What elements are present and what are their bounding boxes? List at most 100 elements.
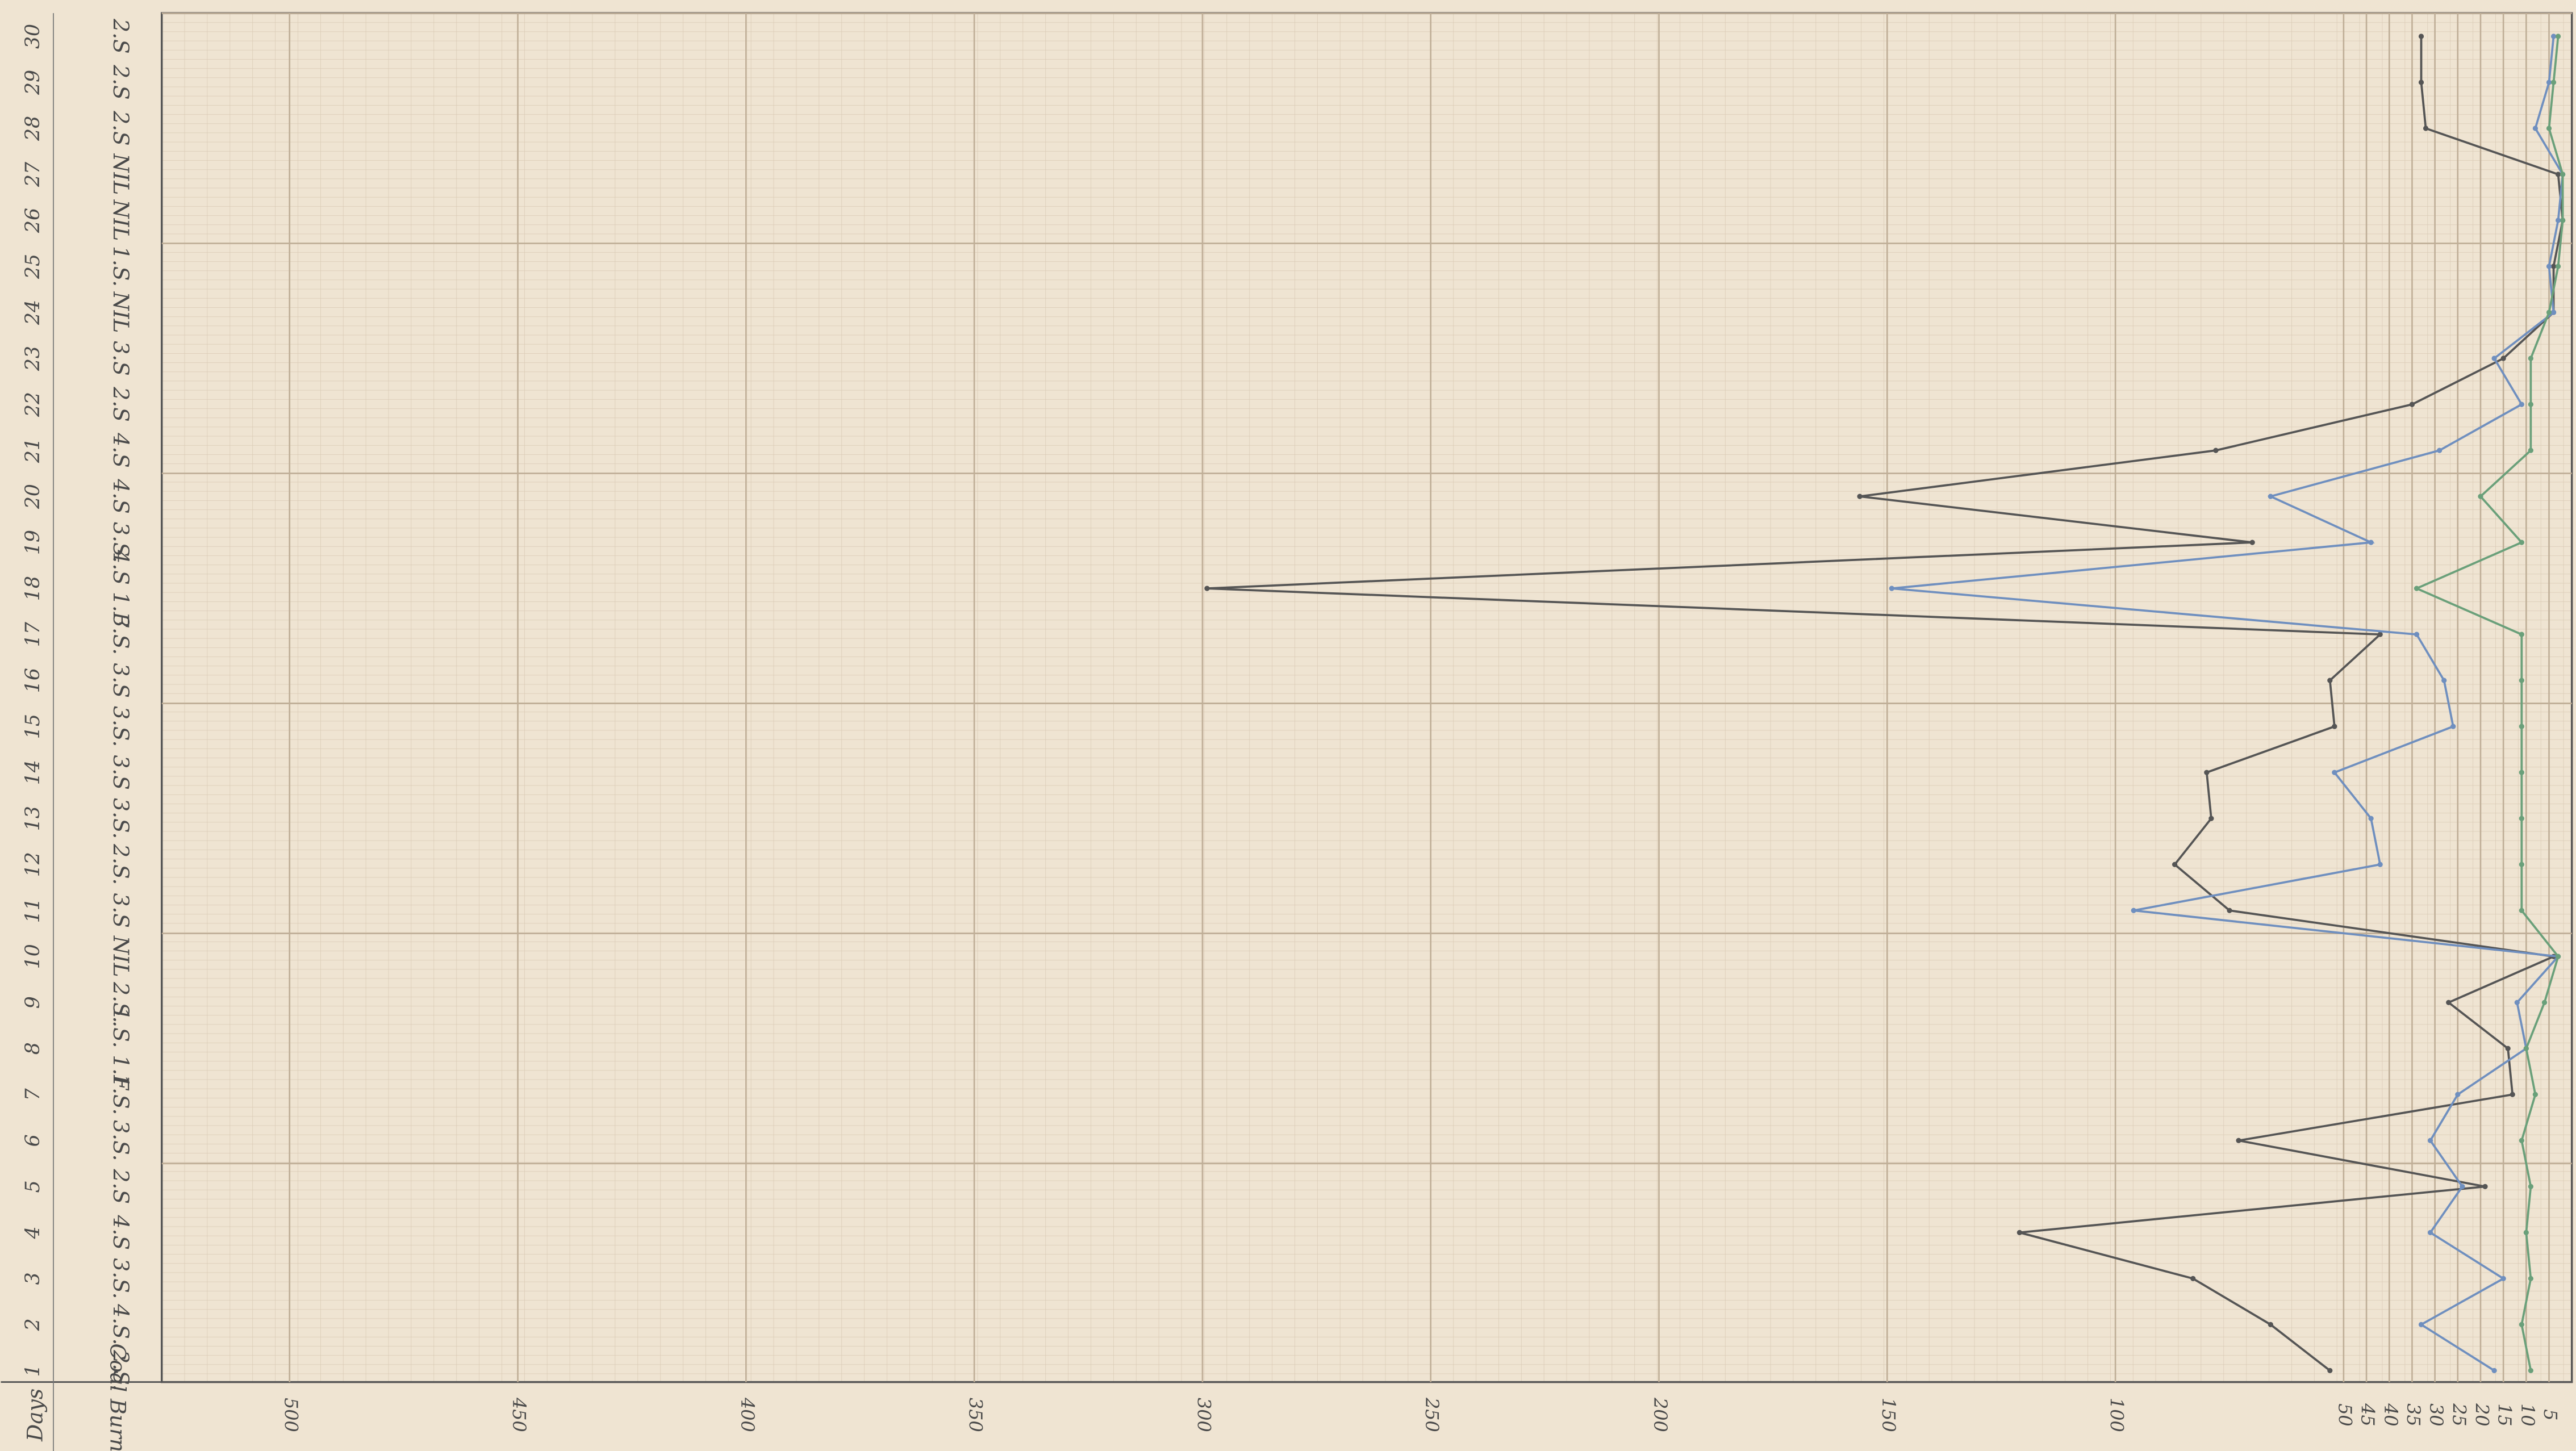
- x-tick-label: 500: [280, 1398, 301, 1432]
- point: [2491, 1368, 2496, 1373]
- x-tick-label: 35: [2403, 1403, 2424, 1426]
- coal-label: 3.S.: [108, 1258, 133, 1299]
- coal-label: 2.S: [108, 18, 133, 54]
- graph-paper: [162, 13, 2572, 1382]
- coal-label: NIL: [108, 291, 133, 333]
- y-tick-label: 18: [22, 576, 44, 601]
- y-tick-label: 3: [22, 1272, 44, 1285]
- point: [2528, 1368, 2533, 1373]
- y-tick-label: 21: [22, 438, 44, 463]
- coal-label: 3.S.: [108, 798, 133, 839]
- point: [2556, 34, 2561, 39]
- point: [2482, 1184, 2487, 1189]
- y-tick-label: 9: [22, 996, 44, 1009]
- point: [2450, 724, 2456, 729]
- y-tick-label: 11: [22, 898, 44, 923]
- point: [2556, 954, 2561, 959]
- y-tick-label: 4: [22, 1226, 44, 1239]
- point: [2227, 908, 2232, 913]
- point: [2519, 678, 2524, 683]
- point: [2519, 1138, 2524, 1143]
- coal-label: 4.S: [108, 432, 133, 468]
- point: [2327, 1368, 2332, 1373]
- point: [2441, 678, 2446, 683]
- coal-label: 3.S: [108, 893, 133, 928]
- coal-label: 4.S: [108, 478, 133, 514]
- point: [2017, 1230, 2022, 1235]
- x-tick-label: 400: [737, 1397, 758, 1432]
- x-tick-label: 30: [2425, 1403, 2446, 1426]
- point: [2533, 1092, 2538, 1097]
- x-tick-label: 25: [2448, 1403, 2469, 1426]
- point: [2556, 172, 2561, 177]
- point: [2510, 1092, 2515, 1097]
- point: [2515, 1000, 2520, 1005]
- point: [2546, 80, 2552, 85]
- y-tick-label: 14: [22, 760, 44, 785]
- y-tick-label: 7: [22, 1088, 44, 1101]
- x-tick-label: 50: [2334, 1403, 2355, 1426]
- coal-label: 2.S: [108, 1169, 133, 1205]
- point: [2528, 402, 2533, 407]
- point: [2524, 1046, 2529, 1051]
- y-tick-label: 12: [22, 852, 44, 877]
- point: [2519, 1322, 2524, 1327]
- y-tick-label: 5: [22, 1180, 44, 1193]
- coal-label: 3.S: [108, 341, 133, 376]
- coal-label: NIL: [108, 199, 133, 241]
- y-tick-label: 29: [22, 70, 44, 95]
- x-tick-label: 450: [508, 1397, 529, 1432]
- coal-label: 2.S: [108, 64, 133, 100]
- point: [2519, 770, 2524, 775]
- page: Days Coal Burning 5004504003503002502001…: [0, 0, 2576, 1451]
- point: [2519, 816, 2524, 821]
- point: [2501, 1276, 2506, 1281]
- y-tick-label: 25: [22, 254, 44, 279]
- point: [2519, 908, 2524, 913]
- point: [2506, 1046, 2511, 1051]
- coal-label: 3.S: [108, 663, 133, 698]
- x-tick-label: 15: [2494, 1403, 2515, 1426]
- point: [2131, 908, 2136, 913]
- y-tick-label: 13: [22, 806, 44, 831]
- x-tick-label: 250: [1421, 1397, 1442, 1432]
- y-tick-label: 10: [22, 944, 44, 969]
- coal-label: 2.S.: [108, 1349, 133, 1391]
- x-tick-label: 100: [2106, 1398, 2127, 1432]
- point: [2332, 724, 2337, 729]
- point: [2551, 264, 2556, 269]
- point: [2542, 1000, 2547, 1005]
- point: [2546, 310, 2552, 315]
- point: [2556, 264, 2561, 269]
- y-tick-label: 17: [22, 621, 44, 647]
- point: [2423, 126, 2428, 131]
- point: [2560, 172, 2565, 177]
- point: [2528, 356, 2533, 361]
- point: [2428, 1230, 2433, 1235]
- point: [2560, 218, 2565, 223]
- point: [2419, 34, 2424, 39]
- point: [2327, 678, 2332, 683]
- coal-label: 3.S: [108, 755, 133, 790]
- point: [2460, 1184, 2465, 1189]
- point: [2190, 1276, 2195, 1281]
- point: [2501, 356, 2506, 361]
- y-tick-label: 15: [22, 714, 44, 739]
- coal-label: 2.S: [108, 110, 133, 146]
- coal-label: 3.S.: [108, 1120, 133, 1161]
- y-tick-label: 26: [22, 208, 44, 233]
- point: [2208, 816, 2214, 821]
- point: [2519, 862, 2524, 867]
- coal-label: 2.S.: [108, 981, 133, 1023]
- coal-label: 3.S.: [108, 706, 133, 747]
- point: [2414, 586, 2419, 591]
- coal-label: 3.S.: [108, 522, 133, 563]
- coal-label: 4.S: [108, 1215, 133, 1251]
- point: [2546, 264, 2552, 269]
- point: [2546, 126, 2552, 131]
- point: [2368, 816, 2373, 821]
- x-tick-label: 20: [2471, 1403, 2492, 1426]
- coal-label: NIL: [108, 935, 133, 977]
- coal-label: 2.S.: [108, 843, 133, 885]
- point: [2236, 1138, 2241, 1143]
